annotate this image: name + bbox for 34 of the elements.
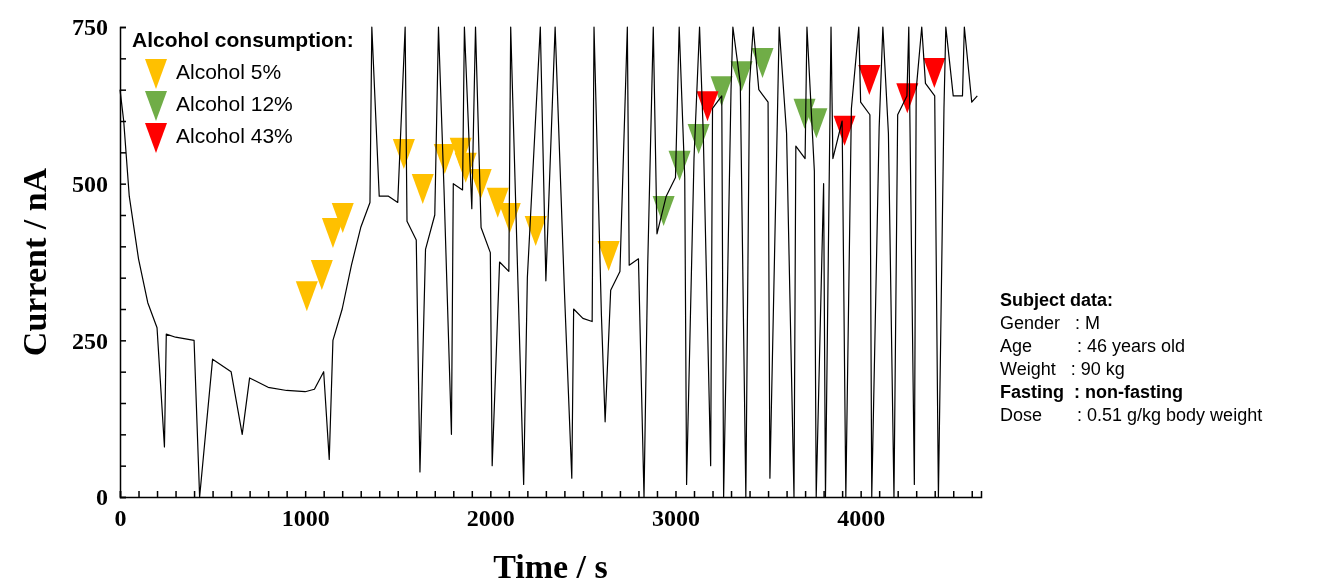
point — [310, 259, 333, 290]
point — [696, 91, 719, 122]
point — [923, 58, 946, 89]
point — [751, 48, 774, 79]
text: Subject data: — [1000, 290, 1114, 310]
point — [524, 216, 547, 247]
text: Dose : 0.51 g/kg body weight — [1000, 405, 1263, 425]
x-tick-label: 1000 — [281, 505, 330, 532]
x-tick-label: 2000 — [466, 505, 515, 532]
text: Age : 46 years old — [1000, 336, 1186, 356]
y-tick-label: 500 — [72, 170, 108, 197]
y-tick-label: 750 — [72, 14, 108, 41]
point — [331, 202, 354, 233]
legend-label: Alcohol 5% — [176, 60, 282, 83]
x-tick-label: 4000 — [837, 505, 886, 532]
point — [411, 174, 434, 205]
legend-title: Alcohol consumption: — [132, 28, 354, 51]
y-tick-label: 0 — [96, 484, 108, 511]
legend-label: Alcohol 12% — [176, 92, 293, 115]
text: Weight : 90 kg — [1000, 359, 1125, 379]
point — [858, 65, 881, 96]
legend-label: Alcohol 43% — [176, 124, 293, 147]
point — [597, 241, 620, 272]
x-axis-title: Time / s — [493, 548, 608, 582]
point — [486, 187, 509, 218]
point — [710, 76, 733, 107]
text: Gender : M — [1000, 313, 1101, 333]
x-tick-label: 3000 — [651, 505, 700, 532]
point — [295, 281, 318, 312]
y-axis-title: Current / nA — [16, 167, 53, 357]
point — [805, 108, 828, 139]
y-tick-label: 250 — [72, 327, 108, 354]
text: Fasting : non-fasting — [1000, 382, 1183, 402]
x-tick-label: 0 — [114, 505, 127, 532]
